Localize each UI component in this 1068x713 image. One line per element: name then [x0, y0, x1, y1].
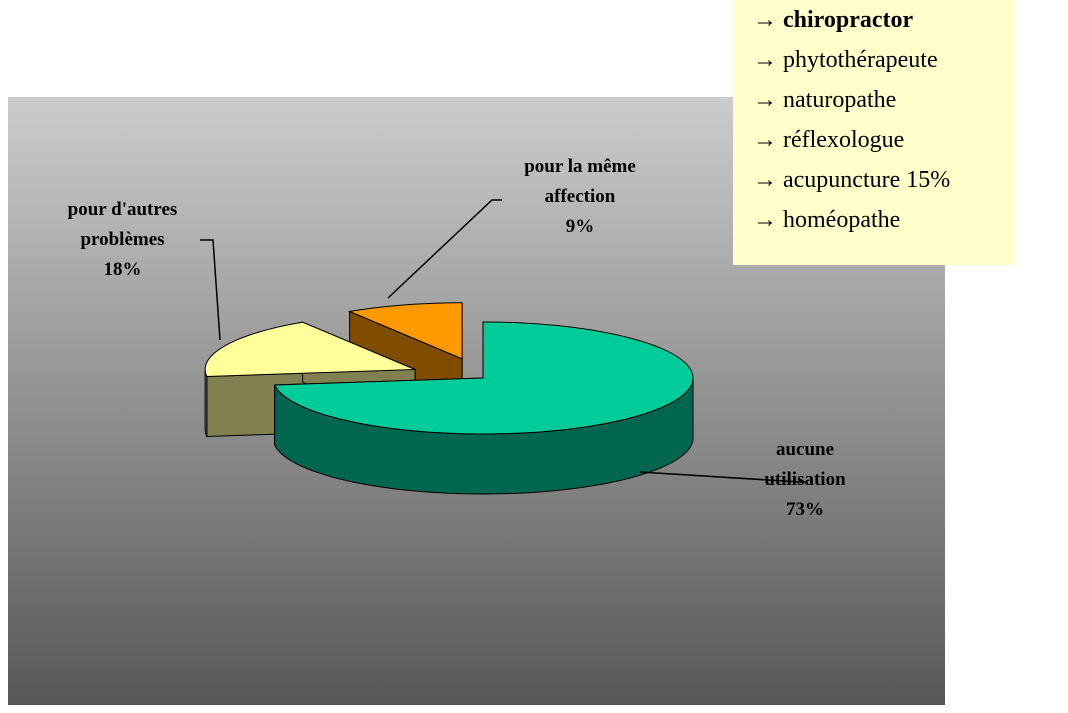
slice-label: pour la même affection 9%: [500, 152, 660, 242]
slice-label: aucune utilisation 73%: [745, 435, 865, 525]
slice-wall: [204, 369, 208, 437]
note-item: → acupuncture 15%: [753, 167, 951, 193]
label-text: aucune utilisation: [764, 439, 846, 490]
leader-line: [639, 471, 805, 483]
leader-line: [200, 239, 221, 341]
note-item: → réflexologue: [753, 127, 905, 153]
note-item: → chiropractor: [753, 7, 914, 33]
pie: [204, 302, 694, 495]
label-text: 9%: [565, 216, 595, 237]
slice: [347, 302, 463, 360]
label-text: 18%: [103, 259, 142, 280]
leader-line: [387, 199, 502, 299]
label-text: 73%: [786, 499, 824, 520]
slice-label: pour d'autres problèmes 18%: [40, 195, 205, 285]
slice: [273, 321, 694, 435]
note-item: → phytothérapeute: [753, 47, 938, 73]
slice: [204, 321, 416, 378]
label-text: pour la même affection: [524, 156, 636, 207]
note-item: → naturopathe: [753, 87, 897, 113]
note-item: → homéopathe: [753, 207, 901, 233]
notes-box: → chiropractor → phytothérapeute → naturop…: [733, 0, 1015, 265]
label-text: pour d'autres problèmes: [67, 199, 178, 250]
